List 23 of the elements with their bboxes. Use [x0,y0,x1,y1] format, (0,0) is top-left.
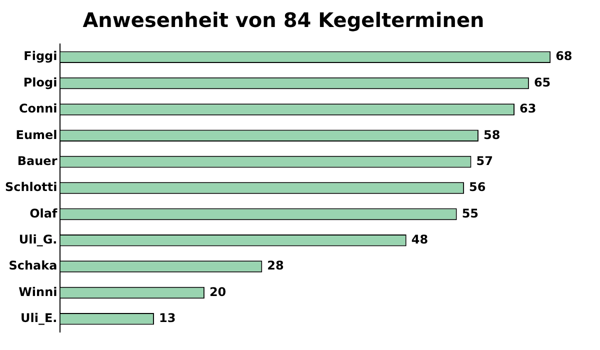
data-label: 55 [462,206,479,220]
chart-title: Anwesenheit von 84 Kegelterminen [82,8,484,32]
data-label: 28 [267,258,284,273]
data-label: 58 [483,128,500,142]
y-tick-label: Schlotti [4,180,58,194]
y-tick-label: Uli_G. [18,232,58,246]
y-tick-label: Plogi [23,75,58,90]
data-label: 56 [469,180,486,194]
y-tick-label: Winni [18,284,58,299]
y-tick-label: Olaf [30,206,58,220]
data-label: 68 [556,49,572,64]
data-label: 63 [520,102,536,116]
y-tick-label: Figgi [24,49,58,64]
y-tick-label: Eumel [16,128,58,142]
data-label: 57 [476,154,493,168]
data-label: 13 [158,311,176,326]
y-tick-label: Uli_E. [20,311,58,326]
y-tick-label: Schaka [8,258,58,273]
data-label: 48 [411,232,428,246]
data-label: 65 [534,75,551,90]
data-label: 20 [209,284,226,299]
y-tick-label: Bauer [17,154,58,168]
y-tick-label: Conni [18,102,58,116]
